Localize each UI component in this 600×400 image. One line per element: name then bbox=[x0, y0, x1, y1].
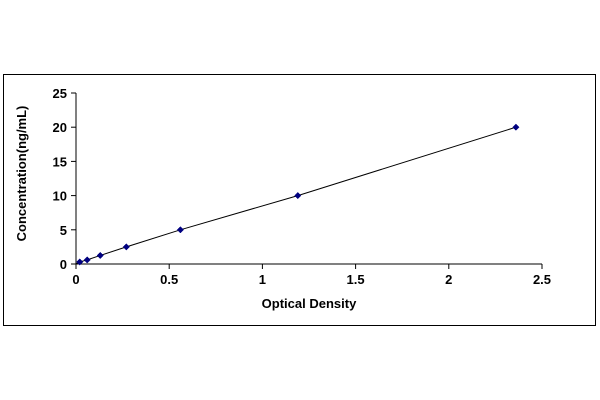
x-tick-label: 1.5 bbox=[347, 272, 365, 287]
x-tick-label: 1 bbox=[259, 272, 266, 287]
data-point bbox=[96, 251, 104, 260]
y-tick-label: 10 bbox=[53, 189, 67, 204]
x-tick-label: 0.5 bbox=[160, 272, 178, 287]
data-point bbox=[294, 192, 302, 200]
data-point bbox=[122, 243, 130, 251]
data-point bbox=[176, 226, 184, 234]
x-tick-label: 2 bbox=[445, 272, 452, 287]
y-ticks: 0 5 10 15 20 25 bbox=[53, 86, 76, 272]
x-ticks: 0 0.5 1 1.5 2 2.5 bbox=[72, 264, 551, 287]
y-tick-label: 25 bbox=[53, 86, 67, 101]
x-tick-label: 2.5 bbox=[533, 272, 551, 287]
data-point bbox=[83, 256, 91, 264]
data-point bbox=[76, 258, 84, 266]
x-axis-title: Optical Density bbox=[262, 296, 357, 311]
y-tick-label: 5 bbox=[60, 223, 67, 238]
chart-frame: 0 0.5 1 1.5 2 2.5 0 5 10 15 20 25 Optical Density … bbox=[3, 74, 596, 326]
x-tick-label: 0 bbox=[72, 272, 79, 287]
y-tick-label: 15 bbox=[53, 154, 67, 169]
y-tick-label: 20 bbox=[53, 120, 67, 135]
y-axis-title: Concentration(ng/mL) bbox=[14, 106, 29, 242]
data-point bbox=[512, 123, 520, 131]
y-tick-label: 0 bbox=[60, 257, 67, 272]
data-points bbox=[76, 123, 520, 266]
